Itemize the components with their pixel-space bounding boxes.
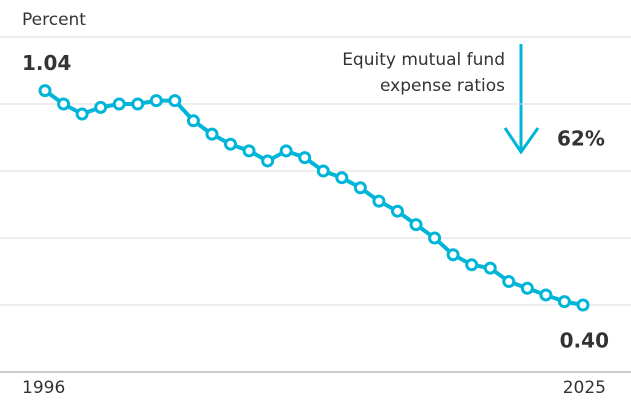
point (94, 100, 108, 114)
point (316, 164, 330, 178)
point (186, 114, 200, 128)
point (38, 84, 52, 98)
value-label: 1.04 (22, 51, 71, 75)
point (409, 218, 423, 232)
value-label: 0.40 (560, 329, 609, 353)
point (502, 275, 516, 289)
point (57, 97, 71, 111)
point (75, 107, 89, 121)
point (446, 248, 460, 262)
point (353, 181, 367, 195)
point (520, 281, 534, 295)
point (242, 144, 256, 158)
annotation: expense ratios (380, 76, 505, 96)
annotation: Equity mutual fund (342, 50, 505, 70)
point (372, 194, 386, 208)
point (224, 137, 238, 151)
point (298, 151, 312, 165)
line (43, 88, 584, 307)
point (335, 171, 349, 185)
point (205, 127, 219, 141)
point (539, 288, 553, 302)
point (131, 97, 145, 111)
point (112, 97, 126, 111)
point (168, 94, 182, 108)
x-tick-label: 2025 (563, 378, 606, 398)
x-tick-label: 1996 (22, 378, 65, 398)
point (465, 258, 479, 272)
arrow-head (503, 127, 540, 155)
point (576, 298, 590, 312)
point (428, 231, 442, 245)
y-axis-label: Percent (22, 10, 86, 30)
change-label: 62% (557, 127, 605, 151)
point (149, 94, 163, 108)
point (261, 154, 275, 168)
point (557, 295, 571, 309)
point (279, 144, 293, 158)
point (483, 261, 497, 275)
point (390, 204, 404, 218)
